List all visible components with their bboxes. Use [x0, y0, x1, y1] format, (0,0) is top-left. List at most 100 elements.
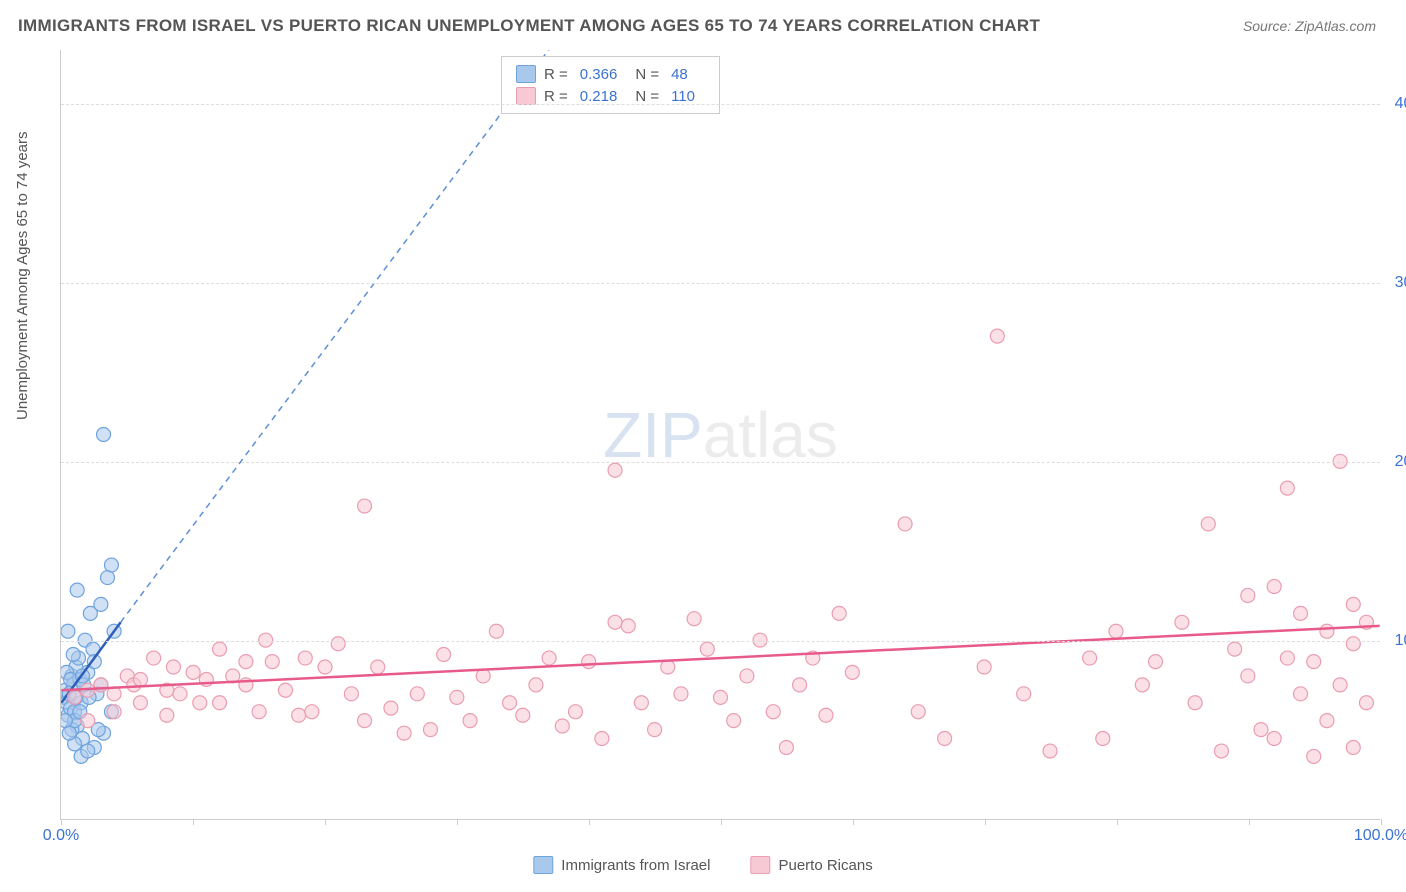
data-point — [555, 719, 569, 733]
trend-line — [61, 626, 1379, 690]
data-point — [107, 705, 121, 719]
data-point — [1320, 624, 1334, 638]
data-point — [166, 660, 180, 674]
data-point — [489, 624, 503, 638]
data-point — [101, 571, 115, 585]
x-tick — [1249, 819, 1250, 825]
data-point — [1280, 481, 1294, 495]
legend-swatch-0 — [516, 65, 536, 83]
data-point — [239, 655, 253, 669]
legend-r-label: R = — [544, 66, 568, 83]
legend-item-1: Puerto Ricans — [750, 856, 872, 874]
data-point — [70, 583, 84, 597]
data-point — [1083, 651, 1097, 665]
data-point — [463, 714, 477, 728]
data-point — [1149, 655, 1163, 669]
legend-r-value-0: 0.366 — [580, 66, 618, 83]
data-point — [845, 665, 859, 679]
data-point — [568, 705, 582, 719]
data-point — [265, 655, 279, 669]
legend-n-value-1: 110 — [671, 88, 695, 105]
data-point — [318, 660, 332, 674]
data-point — [503, 696, 517, 710]
data-point — [1109, 624, 1123, 638]
data-point — [292, 708, 306, 722]
data-point — [213, 642, 227, 656]
data-point — [714, 690, 728, 704]
data-point — [1307, 655, 1321, 669]
data-point — [1241, 588, 1255, 602]
data-point — [700, 642, 714, 656]
data-point — [1043, 744, 1057, 758]
y-tick-label: 40.0% — [1395, 95, 1406, 113]
data-point — [450, 690, 464, 704]
data-point — [331, 637, 345, 651]
data-point — [358, 714, 372, 728]
data-point — [358, 499, 372, 513]
data-point — [384, 701, 398, 715]
x-tick — [193, 819, 194, 825]
data-point — [1254, 723, 1268, 737]
data-point — [410, 687, 424, 701]
legend-item-swatch-0 — [533, 856, 553, 874]
data-point — [1175, 615, 1189, 629]
data-point — [621, 619, 635, 633]
data-point — [94, 597, 108, 611]
data-point — [1201, 517, 1215, 531]
data-point — [1346, 637, 1360, 651]
data-point — [104, 558, 118, 572]
data-point — [674, 687, 688, 701]
data-point — [1135, 678, 1149, 692]
data-point — [1359, 696, 1373, 710]
legend-r-label: R = — [544, 88, 568, 105]
data-point — [1241, 669, 1255, 683]
legend-n-value-0: 48 — [671, 66, 688, 83]
data-point — [608, 463, 622, 477]
data-point — [938, 732, 952, 746]
correlation-legend: R = 0.366 N = 48 R = 0.218 N = 110 — [501, 56, 720, 114]
data-point — [898, 517, 912, 531]
legend-swatch-1 — [516, 87, 536, 105]
data-point — [779, 740, 793, 754]
data-point — [1267, 732, 1281, 746]
data-point — [61, 714, 72, 728]
data-point — [1294, 687, 1308, 701]
data-point — [173, 687, 187, 701]
x-tick — [61, 819, 62, 825]
legend-row-series-0: R = 0.366 N = 48 — [516, 63, 705, 85]
data-point — [423, 723, 437, 737]
data-point — [437, 647, 451, 661]
y-tick-label: 10.0% — [1395, 632, 1406, 650]
data-point — [371, 660, 385, 674]
data-point — [81, 714, 95, 728]
legend-item-0: Immigrants from Israel — [533, 856, 710, 874]
data-point — [61, 624, 75, 638]
data-point — [1280, 651, 1294, 665]
data-point — [147, 651, 161, 665]
data-point — [133, 673, 147, 687]
data-point — [160, 708, 174, 722]
x-tick — [985, 819, 986, 825]
x-tick — [721, 819, 722, 825]
source-attribution: Source: ZipAtlas.com — [1243, 18, 1376, 34]
data-point — [305, 705, 319, 719]
data-point — [66, 647, 80, 661]
data-point — [1017, 687, 1031, 701]
data-point — [766, 705, 780, 719]
legend-r-value-1: 0.218 — [580, 88, 618, 105]
data-point — [990, 329, 1004, 343]
grid-line — [61, 641, 1380, 642]
data-point — [1346, 740, 1360, 754]
data-point — [213, 696, 227, 710]
data-point — [62, 726, 76, 740]
data-point — [529, 678, 543, 692]
data-point — [81, 744, 95, 758]
data-point — [252, 705, 266, 719]
legend-item-label-0: Immigrants from Israel — [561, 857, 710, 874]
grid-line — [61, 104, 1380, 105]
data-point — [608, 615, 622, 629]
data-point — [193, 696, 207, 710]
data-point — [1307, 749, 1321, 763]
grid-line — [61, 283, 1380, 284]
data-point — [278, 683, 292, 697]
